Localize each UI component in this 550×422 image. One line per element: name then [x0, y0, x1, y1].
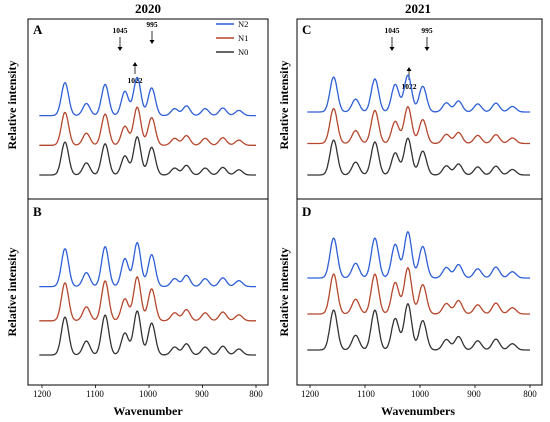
spectrum-d-n1 — [307, 267, 531, 315]
annotation-a-995: 995 — [146, 20, 158, 29]
spectrum-b-n2 — [39, 241, 257, 288]
annotation-c-995: 995 — [421, 26, 433, 35]
plots-layer — [39, 74, 531, 388]
panel-b-frame — [27, 198, 269, 386]
x-tick-right-900: 900 — [467, 389, 481, 399]
panel-b-letter: B — [33, 204, 42, 219]
annotation-c-1022: 1022 — [402, 82, 417, 91]
annotations-a: 1045 995 1022 — [113, 20, 158, 85]
x-tick-left-800: 800 — [249, 389, 263, 399]
x-tick-left-1000: 1000 — [139, 389, 158, 399]
spectrum-d-n0 — [307, 303, 531, 351]
panel-d-letter: D — [302, 204, 311, 219]
spectrum-a-n0 — [39, 136, 257, 176]
x-ticks-right: 1200 1100 1000 900 800 — [301, 389, 537, 399]
xlabel-right: Wavenumbers — [381, 404, 455, 418]
panel-a-letter: A — [33, 22, 43, 37]
arrowhead-a-1022 — [132, 62, 138, 66]
ylabel-top-left: Relative intensity — [5, 61, 19, 150]
spectrum-b-n1 — [39, 276, 257, 322]
panel-d-frame — [296, 198, 543, 386]
column-title-2020: 2020 — [135, 1, 161, 16]
spectrum-c-n0 — [307, 137, 531, 176]
x-tick-right-800: 800 — [523, 389, 537, 399]
spectrum-d-n2 — [307, 231, 531, 279]
panel-c-letter: C — [302, 22, 311, 37]
spectrum-a-n1 — [39, 106, 257, 146]
annotation-c-1045: 1045 — [385, 26, 400, 35]
annotation-a-1045: 1045 — [113, 26, 128, 35]
x-tick-right-1000: 1000 — [411, 389, 430, 399]
x-tick-left-900: 900 — [195, 389, 209, 399]
spectrum-c-n2 — [307, 74, 531, 113]
x-tick-left-1200: 1200 — [33, 389, 52, 399]
x-tick-right-1100: 1100 — [357, 389, 375, 399]
spectrum-c-n1 — [307, 106, 531, 145]
legend-label-n0: N0 — [238, 47, 248, 57]
x-tick-right-1200: 1200 — [301, 389, 320, 399]
column-title-2021: 2021 — [405, 1, 431, 16]
ylabel-top-right: Relative intensity — [277, 61, 291, 150]
spectrum-b-n0 — [39, 310, 257, 356]
ylabel-bottom-right: Relative intensity — [277, 248, 291, 337]
xlabel-left: Wavenumber — [113, 404, 183, 418]
arrowhead-c-995 — [424, 47, 430, 51]
x-ticks-left: 1200 1100 1000 900 800 — [33, 389, 263, 399]
legend-label-n1: N1 — [238, 33, 248, 43]
annotations-c: 1045 995 1022 — [385, 26, 433, 91]
panel-a-frame — [27, 18, 269, 200]
ylabel-bottom-left: Relative intensity — [5, 248, 19, 337]
legend-label-n2: N2 — [238, 19, 248, 29]
x-tick-left-1100: 1100 — [86, 389, 104, 399]
arrowhead-c-1022 — [406, 67, 412, 71]
arrowhead-a-1045 — [117, 47, 123, 51]
arrowhead-a-995 — [149, 40, 155, 44]
arrowhead-c-1045 — [389, 47, 395, 51]
legend: N2 N1 N0 — [216, 19, 248, 57]
spectrum-a-n2 — [39, 76, 257, 117]
